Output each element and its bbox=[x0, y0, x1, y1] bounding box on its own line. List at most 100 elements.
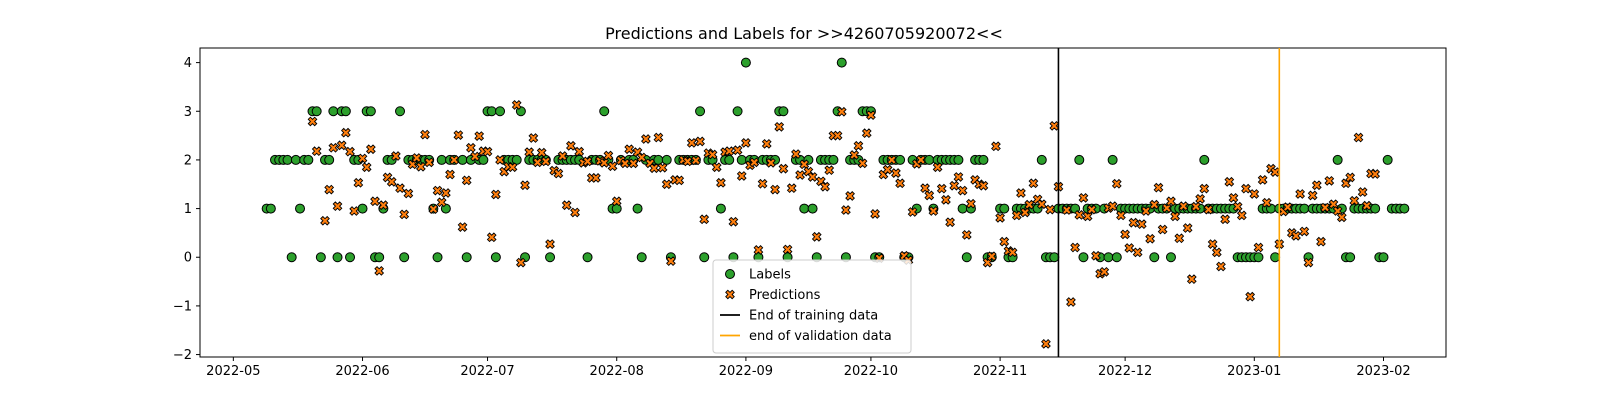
prediction-point bbox=[1299, 226, 1310, 237]
prediction-point bbox=[507, 162, 518, 173]
prediction-point bbox=[1324, 175, 1335, 186]
prediction-point bbox=[866, 110, 876, 121]
prediction-point bbox=[1245, 291, 1256, 302]
prediction-point bbox=[945, 217, 955, 228]
prediction-point bbox=[365, 144, 376, 155]
prediction-point bbox=[766, 157, 776, 168]
prediction-point bbox=[1207, 239, 1218, 249]
x-tick-label: 2022-09 bbox=[719, 364, 773, 379]
prediction-point bbox=[1261, 197, 1272, 208]
label-point bbox=[1299, 203, 1310, 214]
label-point bbox=[545, 252, 556, 263]
prediction-point bbox=[436, 197, 447, 208]
label-point bbox=[799, 203, 810, 214]
prediction-point bbox=[836, 106, 847, 117]
label-point bbox=[357, 203, 368, 214]
prediction-point bbox=[1141, 206, 1151, 216]
prediction-point bbox=[1220, 214, 1231, 225]
prediction-point bbox=[695, 136, 705, 147]
y-tick-label: −2 bbox=[173, 348, 192, 363]
y-tick-label: 1 bbox=[184, 202, 192, 217]
prediction-point bbox=[536, 147, 547, 158]
label-point bbox=[511, 154, 522, 165]
label-point bbox=[436, 154, 447, 165]
prediction-point bbox=[870, 209, 880, 219]
x-tick-label: 2023-01 bbox=[1227, 364, 1281, 379]
prediction-point bbox=[607, 161, 618, 172]
label-point bbox=[582, 252, 593, 263]
legend-box bbox=[712, 259, 912, 354]
label-point bbox=[461, 252, 472, 263]
prediction-point bbox=[966, 198, 976, 209]
prediction-point bbox=[545, 239, 555, 249]
prediction-point bbox=[886, 155, 897, 165]
legend-marker bbox=[725, 269, 735, 279]
prediction-point bbox=[999, 236, 1010, 247]
prediction-point bbox=[957, 185, 968, 196]
prediction-point bbox=[457, 222, 468, 232]
prediction-point bbox=[528, 133, 539, 143]
label-point bbox=[295, 203, 306, 214]
prediction-point bbox=[682, 156, 693, 167]
prediction-point bbox=[1291, 230, 1301, 241]
prediction-point bbox=[1349, 195, 1360, 206]
label-point bbox=[1399, 203, 1410, 214]
prediction-point bbox=[932, 162, 943, 173]
prediction-point bbox=[1153, 182, 1164, 193]
y-tick-label: 2 bbox=[184, 153, 192, 168]
prediction-point bbox=[1091, 250, 1101, 261]
prediction-point bbox=[732, 145, 743, 156]
prediction-point bbox=[716, 177, 726, 188]
x-tick-label: 2022-07 bbox=[460, 364, 514, 379]
prediction-point bbox=[403, 188, 414, 199]
legend-label: End of training data bbox=[749, 309, 878, 324]
label-point bbox=[303, 154, 314, 165]
label-point bbox=[599, 106, 610, 117]
label-point bbox=[432, 252, 443, 263]
prediction-point bbox=[449, 155, 460, 165]
prediction-point bbox=[511, 100, 522, 110]
prediction-point bbox=[520, 180, 530, 191]
legend-marker bbox=[725, 289, 735, 300]
prediction-point bbox=[949, 180, 960, 191]
prediction-point bbox=[1174, 233, 1185, 244]
prediction-point bbox=[1041, 338, 1051, 349]
label-point bbox=[828, 154, 839, 165]
prediction-point bbox=[624, 144, 635, 155]
label-point bbox=[999, 203, 1010, 214]
label-point bbox=[953, 154, 964, 165]
prediction-point bbox=[470, 151, 480, 162]
prediction-point bbox=[1016, 188, 1026, 198]
prediction-point bbox=[1186, 274, 1197, 285]
prediction-point bbox=[1307, 190, 1318, 201]
prediction-point bbox=[1170, 211, 1181, 222]
label-point bbox=[724, 154, 735, 165]
prediction-point bbox=[1136, 219, 1147, 230]
prediction-point bbox=[561, 200, 572, 211]
label-point bbox=[661, 154, 672, 165]
label-point bbox=[1103, 252, 1114, 263]
prediction-point bbox=[924, 190, 935, 201]
prediction-point bbox=[728, 216, 739, 227]
label-point bbox=[807, 203, 818, 214]
prediction-point bbox=[811, 231, 822, 242]
legend-label: Predictions bbox=[749, 288, 821, 303]
prediction-point bbox=[553, 168, 564, 179]
label-point bbox=[495, 106, 506, 117]
label-point bbox=[961, 252, 972, 263]
prediction-point bbox=[1361, 200, 1372, 211]
x-axis: 2022-05 2022-06 2022-07 2022-08 2022-09 2022-… bbox=[206, 357, 1411, 379]
prediction-point bbox=[1211, 247, 1222, 258]
x-tick-label: 2022-11 bbox=[973, 364, 1027, 379]
prediction-point bbox=[1236, 210, 1247, 221]
prediction-point bbox=[440, 188, 451, 198]
y-axis: −2 −1 0 1 2 3 4 bbox=[173, 56, 200, 363]
prediction-point bbox=[666, 256, 676, 267]
prediction-point bbox=[674, 175, 685, 186]
label-point bbox=[478, 154, 489, 165]
prediction-point bbox=[349, 206, 360, 216]
prediction-point bbox=[636, 152, 647, 163]
prediction-point bbox=[686, 138, 697, 148]
prediction-point bbox=[432, 185, 443, 196]
